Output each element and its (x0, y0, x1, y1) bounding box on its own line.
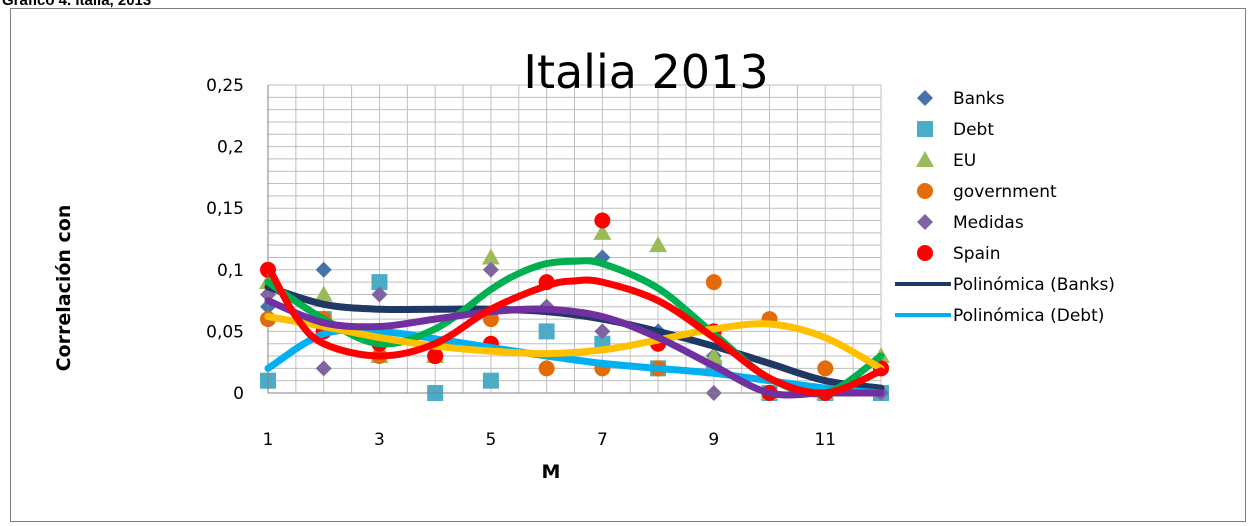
data-point-eu (649, 236, 668, 253)
chart-legend: Banks Debt EU government Medidas Spain Polinóm… (895, 89, 1115, 326)
legend-marker (917, 183, 933, 199)
trendline-4 (264, 297, 885, 399)
legend-marker (916, 151, 934, 167)
chart-axes: 0 0,05 0,1 0,15 0,2 0,25 1 3 5 7 9 11 (206, 76, 881, 450)
data-point-debt (371, 274, 388, 291)
data-point-medidas (315, 360, 332, 377)
legend-label: Banks (953, 89, 1005, 109)
x-tick-label: 11 (814, 430, 836, 450)
y-tick-label: 0,05 (206, 322, 244, 342)
trendline-3 (264, 313, 885, 372)
data-point-eu (704, 347, 723, 364)
data-point-medidas (594, 323, 611, 340)
x-tick-label: 3 (374, 430, 385, 450)
x-tick-label: 5 (485, 430, 496, 450)
data-point-medidas (482, 261, 499, 278)
trendline-5 (264, 262, 885, 397)
data-point-banks (315, 261, 332, 278)
legend-marker (917, 245, 933, 261)
data-point-debt (482, 372, 499, 389)
data-point-debt (538, 323, 555, 340)
data-point-eu (481, 248, 500, 265)
legend-label: Spain (953, 244, 1001, 264)
y-tick-label: 0 (233, 384, 244, 404)
data-point-government (538, 360, 555, 377)
y-tick-label: 0,1 (217, 261, 244, 281)
legend-marker (917, 214, 933, 230)
data-point-spain (427, 348, 444, 365)
data-point-eu (314, 285, 333, 302)
x-tick-label: 9 (708, 430, 719, 450)
legend-label: Polinómica (Debt) (953, 306, 1104, 326)
legend-label: Polinómica (Banks) (953, 275, 1115, 295)
x-tick-label: 1 (263, 430, 274, 450)
legend-marker (917, 121, 933, 137)
legend-label: EU (953, 151, 976, 171)
chart-gridlines (267, 84, 882, 394)
y-tick-label: 0,15 (206, 199, 244, 219)
figure-caption: Grafico 4. Italia, 2013 (2, 0, 152, 9)
chart-title: Italia 2013 (523, 45, 768, 99)
data-point-government (817, 360, 834, 377)
chart-frame (10, 8, 1246, 522)
y-axis-title: Correlación con (53, 205, 75, 372)
legend-label: Debt (953, 120, 994, 140)
data-point-medidas (371, 286, 388, 303)
data-point-eu (593, 223, 612, 240)
y-tick-label: 0,2 (217, 138, 244, 158)
legend-marker (917, 90, 933, 106)
data-point-government (705, 274, 722, 291)
y-tick-label: 0,25 (206, 76, 244, 96)
legend-label: government (953, 182, 1057, 202)
chart-trendlines (264, 257, 885, 399)
data-point-spain (594, 212, 611, 229)
x-axis-title: M (542, 461, 561, 483)
legend-label: Medidas (953, 213, 1024, 233)
x-tick-label: 7 (597, 430, 608, 450)
